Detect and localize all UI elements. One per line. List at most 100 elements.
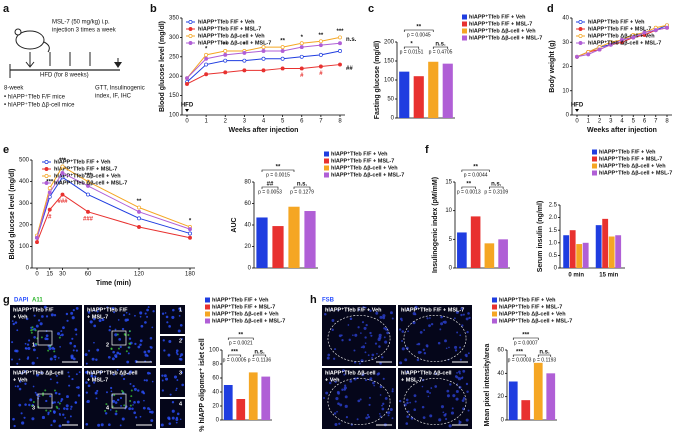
nucleus — [147, 349, 151, 353]
nucleus — [67, 371, 70, 374]
nucleus — [354, 333, 358, 337]
nucleus — [364, 306, 367, 309]
mouse-line: • hIAPP⁺Tfeb Δβ-cell mice — [4, 102, 75, 109]
legend-label: hIAPP⁺Tfeb Δβ-cell + Veh — [588, 32, 655, 39]
nucleus — [137, 345, 141, 349]
nucleus — [109, 325, 112, 328]
nucleus — [118, 352, 122, 356]
nucleus — [151, 326, 154, 329]
nucleus — [416, 358, 420, 362]
x-tick-label: 6 — [300, 119, 304, 125]
bar — [576, 244, 583, 268]
y-tick-label: 500 — [19, 158, 30, 164]
legend-label: hIAPP⁺Tfeb Δβ-cell + MSL-7 — [331, 171, 404, 178]
legend-swatch — [324, 158, 329, 164]
panel-label: g — [3, 294, 10, 306]
nucleus — [175, 349, 179, 353]
p-value: p = 0.1279 — [290, 189, 314, 195]
x-tick-label: 4 — [262, 119, 266, 125]
nucleus — [165, 377, 169, 381]
nucleus — [175, 387, 178, 390]
nucleus — [122, 314, 126, 317]
nucleus — [168, 325, 171, 328]
schedule: injection 3 times a week — [52, 28, 117, 34]
nucleus — [139, 315, 142, 318]
nucleus — [414, 400, 417, 403]
micrograph — [160, 399, 185, 428]
bar — [248, 372, 258, 420]
legend-label: hIAPP⁺Tfeb Δβ-cell + Veh — [599, 162, 666, 169]
bar — [236, 399, 246, 420]
legend-label: hIAPP⁺Tfeb F/F + Veh — [198, 18, 255, 25]
x-axis-label: Time (min) — [96, 280, 131, 287]
y-tick-label: 0 — [26, 266, 30, 272]
nucleus — [71, 337, 74, 340]
nucleus — [332, 357, 336, 360]
a11-signal — [34, 329, 37, 332]
legend-marker — [578, 27, 583, 31]
p-value: p = 0.0053 — [258, 189, 282, 195]
nucleus — [89, 320, 93, 324]
nucleus — [97, 423, 101, 427]
nucleus — [333, 348, 337, 351]
nucleus — [179, 357, 183, 361]
nucleus — [324, 313, 327, 316]
inset-box — [37, 330, 53, 346]
bar — [288, 206, 300, 268]
point — [620, 37, 624, 42]
nucleus — [448, 424, 452, 428]
point — [60, 175, 65, 180]
nucleus — [423, 352, 427, 355]
x-tick-label: 6 — [643, 119, 647, 125]
a11-signal — [121, 389, 124, 392]
legend-swatch — [324, 165, 329, 171]
nucleus — [338, 422, 341, 425]
bracket-label: ## — [267, 182, 274, 188]
nucleus — [340, 334, 343, 337]
point — [299, 54, 304, 59]
nucleus — [342, 369, 345, 373]
image-label: hIAPP⁺Tfeb F/F — [87, 306, 128, 313]
nucleus — [439, 328, 442, 331]
nucleus — [357, 308, 361, 311]
y-tick-label: 20 — [212, 404, 219, 410]
a11-signal — [58, 336, 61, 339]
bracket — [512, 337, 539, 340]
nucleus — [32, 348, 36, 352]
nucleus — [58, 408, 60, 410]
y-tick-label: 200 — [19, 222, 30, 228]
nucleus — [58, 392, 61, 396]
nucleus — [48, 347, 52, 351]
bracket — [432, 46, 449, 49]
inset-number: 3 — [179, 370, 182, 376]
nucleus — [341, 339, 344, 342]
nucleus — [175, 421, 178, 424]
nucleus — [446, 389, 450, 393]
nucleus — [381, 404, 383, 407]
nucleus — [40, 371, 43, 374]
nucleus — [344, 384, 347, 387]
nucleus — [98, 319, 102, 323]
nucleus — [465, 418, 469, 422]
p-value: p = 0.1136 — [248, 357, 272, 363]
bracket — [537, 354, 552, 357]
nucleus — [343, 373, 346, 376]
nucleus — [423, 329, 426, 331]
x-axis-label: Weeks after injection — [587, 127, 657, 134]
significance: ## — [346, 66, 353, 72]
nucleus — [129, 370, 133, 374]
nucleus — [41, 415, 46, 420]
inset-box — [111, 330, 127, 346]
nucleus — [50, 424, 53, 427]
nucleus — [84, 353, 88, 357]
bracket — [461, 169, 490, 172]
nucleus — [139, 311, 143, 315]
x-tick-label: 15 — [46, 272, 53, 278]
y-tick-label: 0 — [554, 266, 558, 272]
legend-label: hIAPP⁺Tfeb Δβ-cell + Veh — [499, 310, 566, 317]
point — [318, 64, 323, 69]
nucleus — [421, 405, 425, 409]
nucleus — [168, 340, 172, 343]
nucleus — [335, 397, 339, 401]
nucleus — [121, 327, 125, 331]
